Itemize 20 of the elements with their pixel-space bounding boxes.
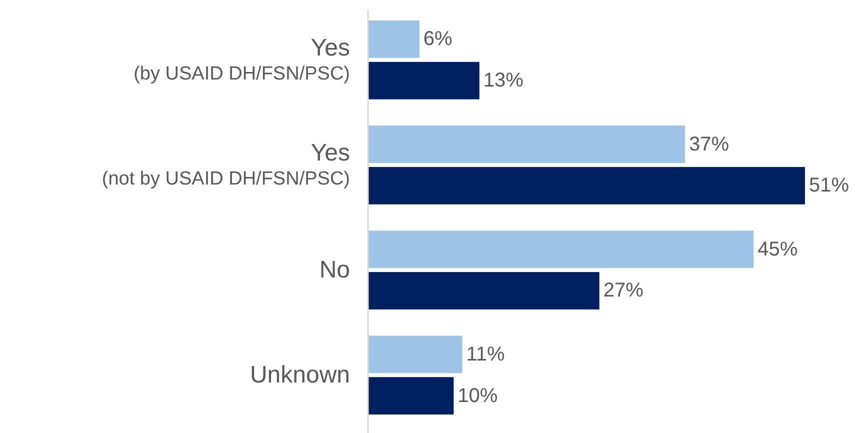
data-label: 6% [423,28,453,50]
y-tick-label: No [319,256,350,284]
bar [368,126,686,163]
bar [368,336,462,374]
bar [368,230,754,268]
y-tick-label: Yes (not by USAID DH/FSN/PSC) [102,139,350,190]
bar [368,272,600,310]
bar [368,166,805,204]
data-label: 10% [458,384,498,407]
data-label: 27% [603,280,644,302]
bar [368,20,420,58]
y-tick-label: Yes (by USAID DH/FSN/PSC) [134,34,350,84]
data-label: 11% [466,343,506,366]
y-tick-label: Unknown [250,362,350,389]
data-label: 13% [483,70,524,92]
data-label: 51% [809,174,850,197]
data-label: 45% [758,238,798,260]
data-label: 37% [689,133,730,156]
bar [368,377,454,414]
bar [368,62,480,100]
